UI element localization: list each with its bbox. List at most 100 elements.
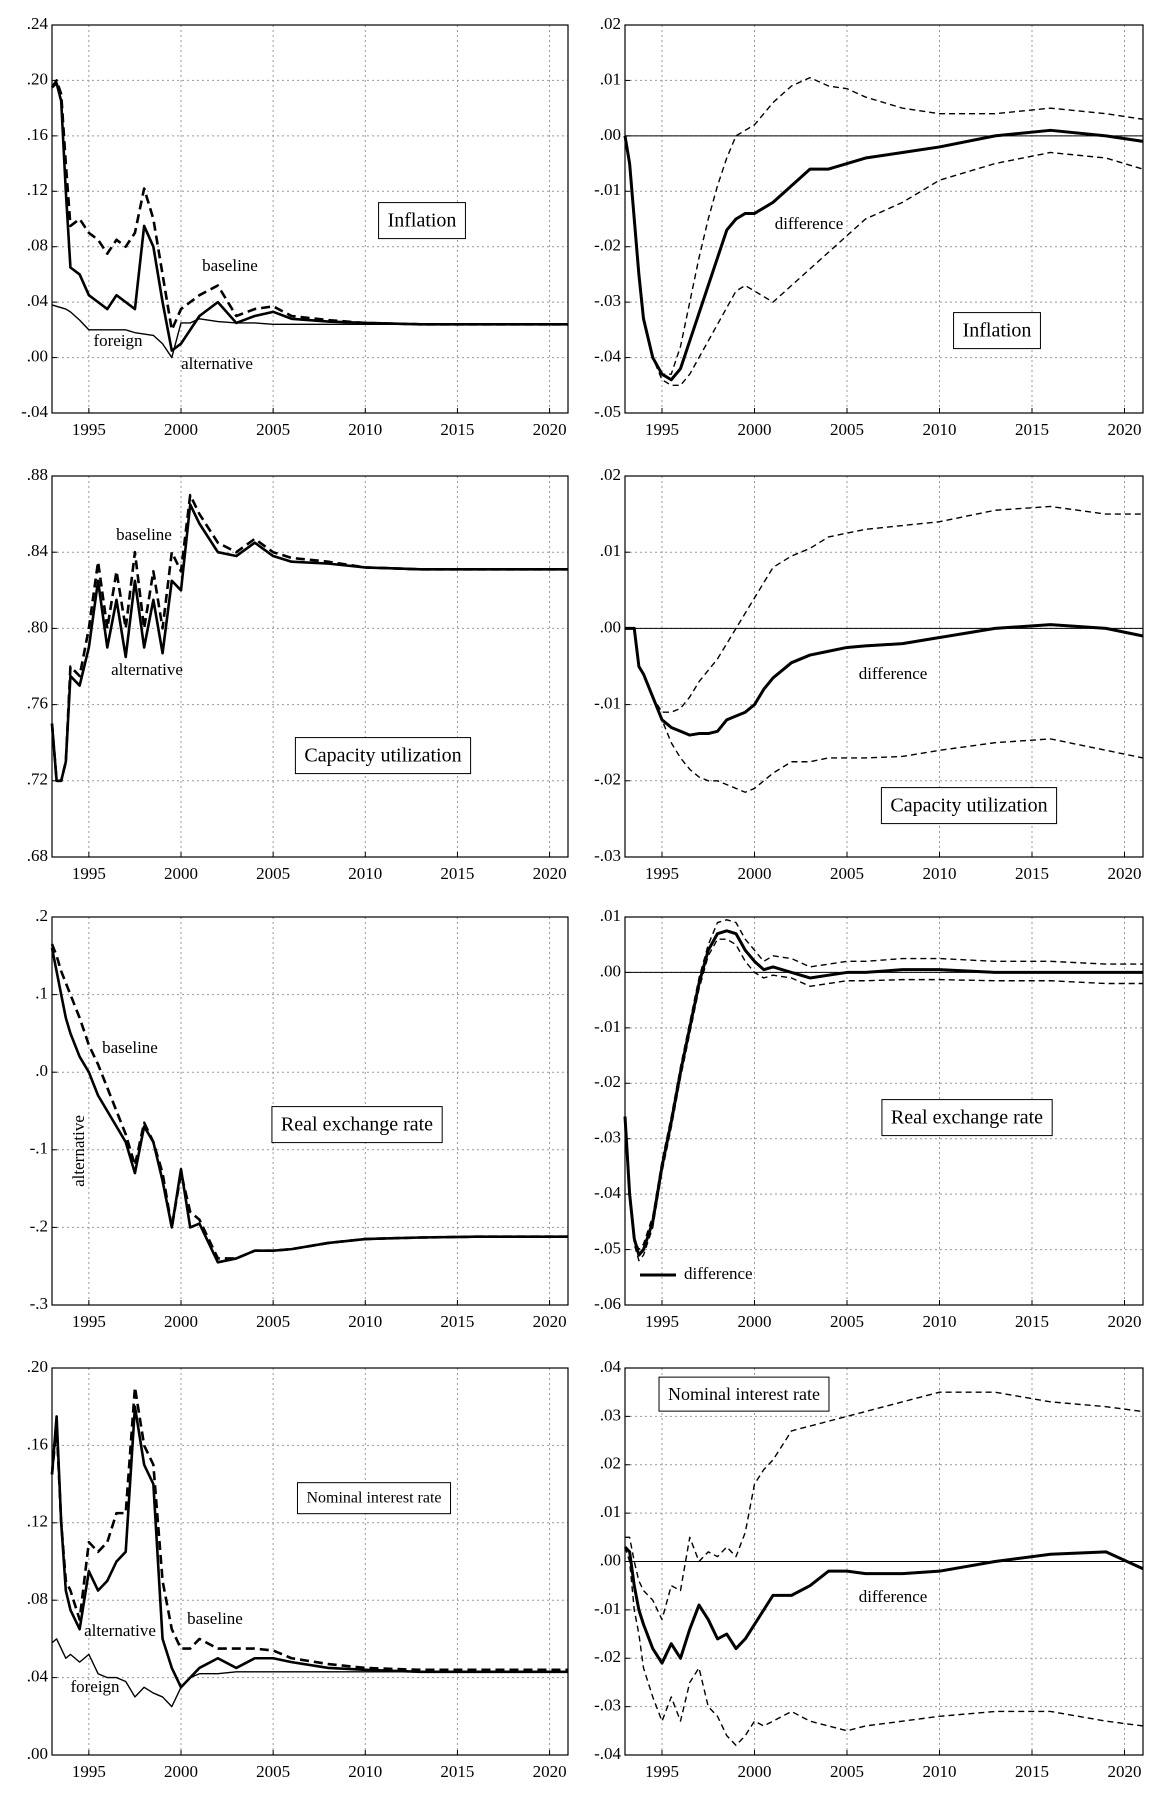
x-tick-label: 2000 — [164, 1312, 198, 1331]
y-tick-label: .00 — [600, 125, 621, 144]
panel-title: Real exchange rate — [281, 1114, 433, 1136]
x-tick-label: 1995 — [645, 420, 679, 439]
series-line — [625, 623, 1144, 737]
x-tick-label: 2010 — [348, 1762, 382, 1781]
y-tick-label: .03 — [600, 1405, 621, 1424]
title-box — [953, 312, 1041, 350]
plot-frame — [624, 1367, 1144, 1756]
panel: .00 .04 .08 .12 .16 .20 1995 2000 2005 2010 2015 20… — [27, 1357, 569, 1781]
y-tick-label: .20 — [27, 69, 48, 88]
x-tick-label: 2015 — [440, 1312, 474, 1331]
x-tick-label: 1995 — [645, 864, 679, 883]
y-tick-label: .02 — [600, 1454, 621, 1473]
x-tick-label: 2000 — [738, 1762, 772, 1781]
panel-title: Capacity utilization — [304, 745, 461, 767]
series-label: baseline — [187, 1609, 243, 1628]
x-tick-label: 2005 — [256, 420, 290, 439]
y-tick-label: .88 — [27, 465, 48, 484]
x-tick-label: 2000 — [738, 864, 772, 883]
x-tick-label: 2020 — [1108, 1312, 1142, 1331]
y-tick-label: .01 — [600, 541, 621, 560]
x-tick-label: 2005 — [830, 420, 864, 439]
panel-title: Real exchange rate — [891, 1107, 1043, 1129]
y-tick-label: .2 — [35, 906, 48, 925]
x-tick-label: 2015 — [1015, 1762, 1049, 1781]
series-label: baseline — [202, 256, 258, 275]
panel: .68 .72 .76 .80 .84 .88 1995 2000 2005 2010 2015 20… — [27, 465, 569, 883]
legend-label: difference — [684, 1264, 753, 1283]
y-tick-label: -.05 — [594, 402, 621, 421]
x-tick-label: 2015 — [440, 1762, 474, 1781]
series-line — [623, 929, 1143, 1257]
title-box — [378, 202, 466, 240]
y-tick-label: .80 — [27, 617, 48, 636]
y-tick-label: .76 — [27, 694, 48, 713]
series-label: alternative — [69, 1115, 88, 1187]
y-tick-label: -.1 — [30, 1139, 48, 1158]
x-tick-label: 2005 — [830, 1762, 864, 1781]
series-line — [50, 79, 568, 332]
x-tick-label: 2005 — [256, 864, 290, 883]
x-tick-label: 1995 — [645, 1312, 679, 1331]
panel: -.3 -.2 -.1 .0 .1 .2 1995 2000 2005 2010 2015 2020 b… — [30, 906, 569, 1331]
y-tick-label: -.02 — [594, 1072, 621, 1091]
x-tick-label: 2015 — [440, 420, 474, 439]
x-tick-label: 2005 — [830, 1312, 864, 1331]
y-tick-label: .16 — [27, 1434, 48, 1453]
y-tick-label: .16 — [27, 125, 48, 144]
series-label: alternative — [84, 1621, 156, 1640]
series-line — [50, 503, 568, 783]
y-tick-label: -.06 — [594, 1294, 621, 1313]
plot-frame — [624, 24, 1144, 414]
x-tick-label: 2000 — [164, 864, 198, 883]
x-tick-label: 2010 — [923, 420, 957, 439]
y-tick-label: -.05 — [594, 1238, 621, 1257]
y-tick-label: .00 — [600, 1550, 621, 1569]
y-tick-label: .00 — [600, 961, 621, 980]
x-tick-label: 2000 — [738, 420, 772, 439]
x-tick-label: 2015 — [440, 864, 474, 883]
x-tick-label: 2020 — [533, 420, 567, 439]
series-line — [624, 1546, 1144, 1747]
panel: -.05 -.04 -.03 -.02 -.01 .00 .01 .02 1995 2000 200… — [594, 14, 1144, 439]
panel-title: Capacity utilization — [890, 795, 1047, 817]
x-tick-label: 2020 — [533, 864, 567, 883]
y-tick-label: -.02 — [594, 770, 621, 789]
x-tick-label: 2000 — [164, 420, 198, 439]
series-label: difference — [859, 664, 928, 683]
y-tick-label: -.01 — [594, 1017, 621, 1036]
y-tick-label: .1 — [35, 984, 48, 1003]
y-tick-label: .02 — [600, 14, 621, 33]
series-line — [50, 493, 568, 783]
y-tick-label: .12 — [27, 180, 48, 199]
panel-title: Inflation — [388, 210, 457, 232]
y-tick-label: .84 — [27, 541, 49, 560]
y-tick-label: -.2 — [30, 1216, 48, 1235]
series-line — [50, 1386, 568, 1672]
x-tick-label: 2015 — [1015, 1312, 1049, 1331]
panel-title: Nominal interest rate — [306, 1490, 441, 1507]
x-tick-label: 2000 — [738, 1312, 772, 1331]
x-tick-label: 2010 — [923, 864, 957, 883]
y-tick-label: -.03 — [594, 1696, 621, 1715]
y-tick-label: .0 — [35, 1061, 48, 1080]
y-tick-label: -.02 — [594, 1647, 621, 1666]
x-tick-label: 2000 — [164, 1762, 198, 1781]
x-tick-label: 1995 — [72, 1762, 106, 1781]
x-tick-label: 2020 — [1108, 864, 1142, 883]
plot-frame — [624, 475, 1144, 858]
y-tick-label: .12 — [27, 1512, 48, 1531]
series-label: baseline — [116, 525, 172, 544]
title-box — [880, 787, 1058, 825]
plot-frame — [51, 24, 569, 414]
x-tick-label: 1995 — [645, 1762, 679, 1781]
y-tick-label: .04 — [27, 1667, 49, 1686]
x-tick-label: 2010 — [348, 864, 382, 883]
title-box — [658, 1376, 830, 1412]
plot-frame — [51, 1367, 569, 1756]
series-label: alternative — [111, 660, 183, 679]
panel-title: Inflation — [963, 320, 1032, 342]
x-tick-label: 1995 — [72, 420, 106, 439]
x-tick-label: 2010 — [348, 1312, 382, 1331]
y-tick-label: .24 — [27, 14, 49, 33]
